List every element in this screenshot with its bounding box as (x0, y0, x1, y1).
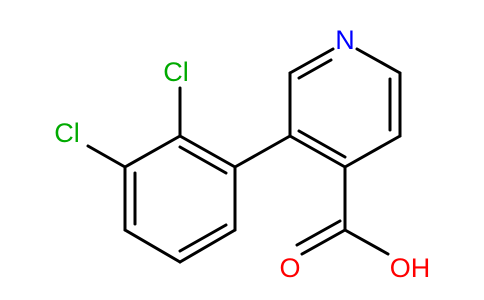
bond (123, 134, 182, 169)
bond (288, 47, 335, 75)
bond (123, 228, 182, 264)
atom-labels: N Cl Cl O OH (54, 25, 430, 283)
bond (288, 134, 347, 169)
bond (297, 58, 333, 80)
bond (295, 219, 342, 247)
bond (343, 134, 402, 169)
atom-label: OH (390, 253, 431, 283)
bond (178, 134, 237, 169)
atom-label: O (279, 253, 300, 283)
bonds (86, 47, 402, 264)
bond (86, 144, 127, 169)
atom-label: Cl (54, 118, 80, 148)
bond (178, 145, 228, 175)
bond (300, 228, 347, 256)
bond (233, 134, 292, 169)
atom-label: Cl (163, 57, 189, 87)
bond (178, 228, 237, 264)
bond (297, 129, 347, 159)
bond (178, 223, 228, 253)
atom-label: N (335, 25, 355, 55)
bond (343, 228, 390, 256)
bond (355, 47, 402, 75)
